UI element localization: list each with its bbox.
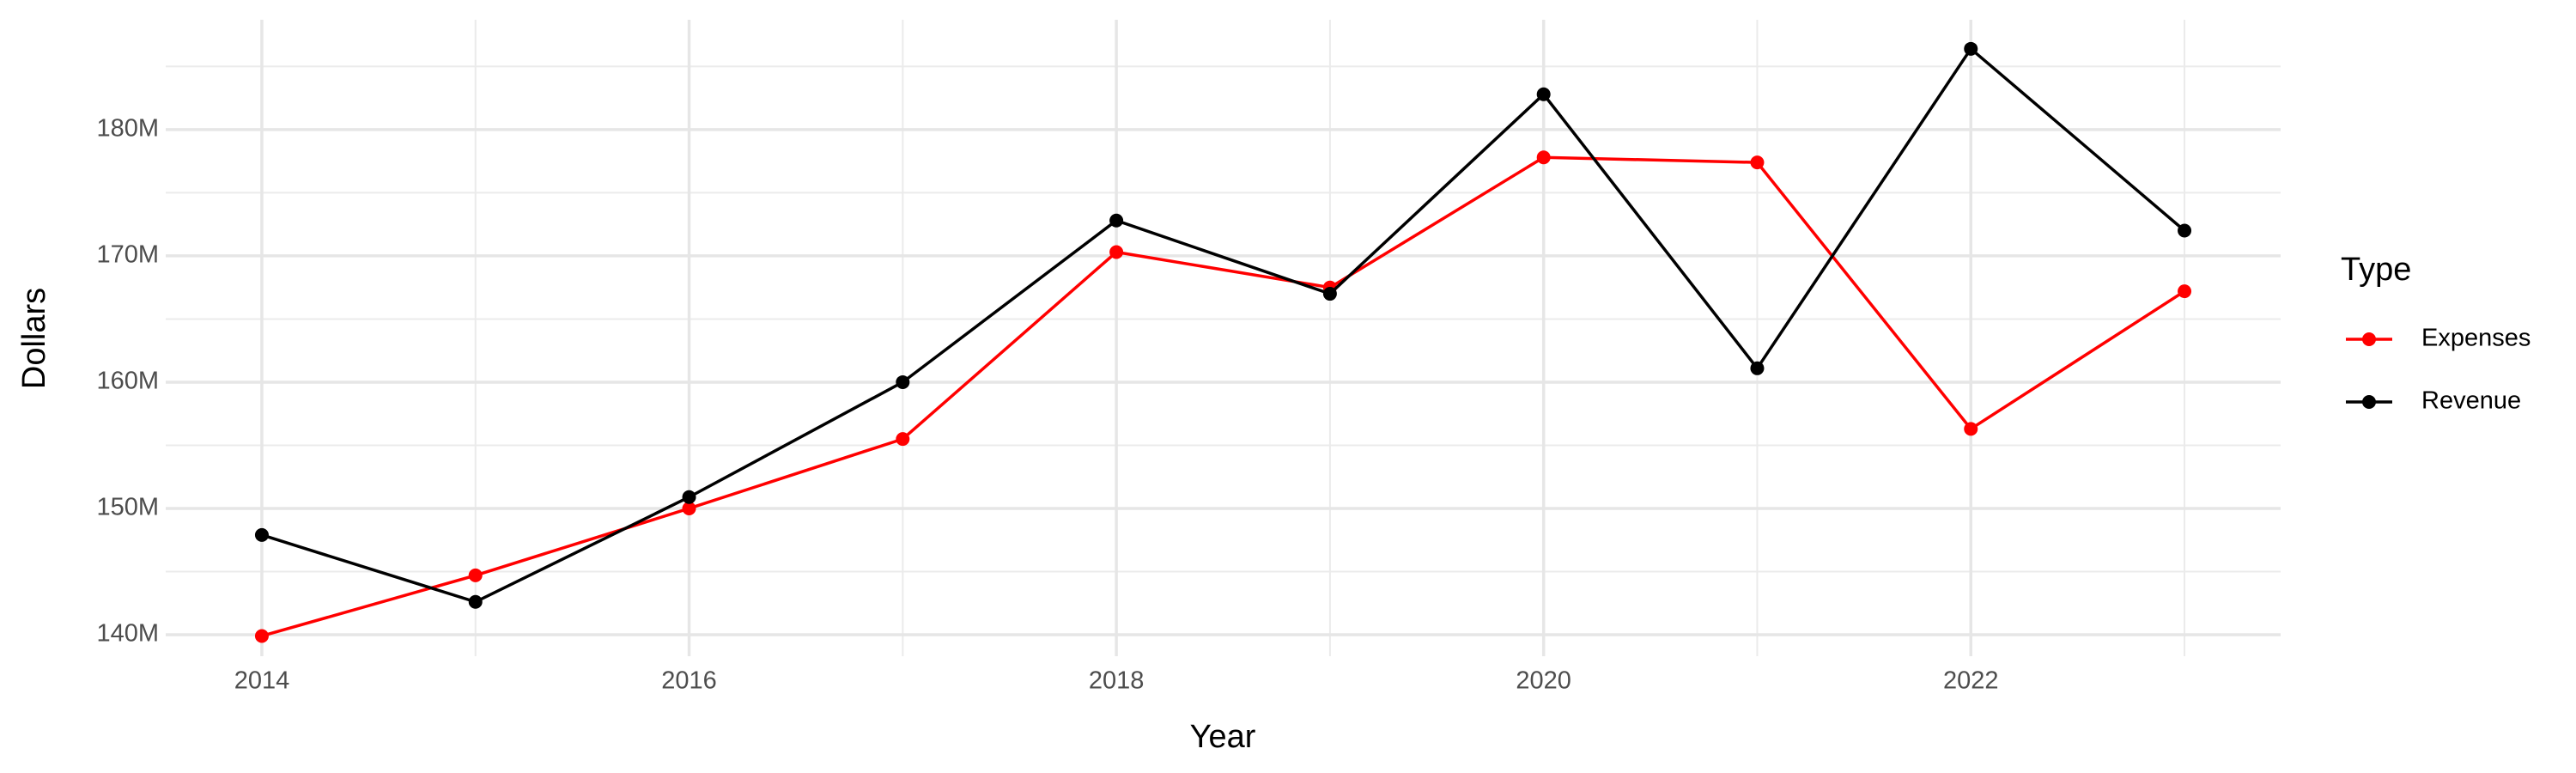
data-point (1322, 287, 1337, 301)
data-point (2178, 284, 2192, 299)
data-point (1750, 155, 1765, 170)
data-point (1964, 422, 1978, 436)
x-axis-title: Year (1190, 719, 1256, 755)
x-tick-label: 2020 (1516, 667, 1571, 695)
data-point (254, 527, 269, 542)
y-tick-label: 140M (96, 620, 159, 648)
series-line (261, 155, 2185, 638)
series-line (261, 46, 2186, 604)
x-tick-label: 2022 (1943, 667, 1999, 695)
grid (166, 20, 2281, 656)
data-point (468, 568, 483, 582)
marks (254, 41, 2192, 643)
data-point (1109, 213, 1124, 228)
legend-marker (2362, 332, 2376, 346)
x-tick-label: 2014 (234, 667, 290, 695)
data-point (2178, 223, 2192, 238)
legend-text: Revenue (2421, 387, 2521, 415)
data-point (682, 501, 696, 515)
legend-text: Expenses (2421, 325, 2530, 352)
data-point (1536, 87, 1551, 101)
y-tick-label: 160M (96, 368, 159, 395)
data-point (468, 594, 483, 609)
y-tick-label: 180M (96, 115, 159, 143)
data-point (682, 490, 696, 504)
x-tick-label: 2018 (1089, 667, 1145, 695)
y-tick-label: 150M (96, 494, 159, 521)
y-tick-label: 170M (96, 241, 159, 269)
legend-title: Type (2341, 252, 2411, 288)
x-tick-label: 2016 (661, 667, 717, 695)
legend-marker (2362, 395, 2376, 409)
data-point (1964, 41, 1978, 56)
data-point (254, 629, 269, 643)
data-point (896, 374, 910, 389)
data-point (1536, 150, 1551, 165)
data-point (1109, 245, 1124, 259)
y-axis-title: Dollars (16, 288, 52, 389)
data-point (1750, 361, 1765, 375)
data-point (896, 432, 910, 447)
